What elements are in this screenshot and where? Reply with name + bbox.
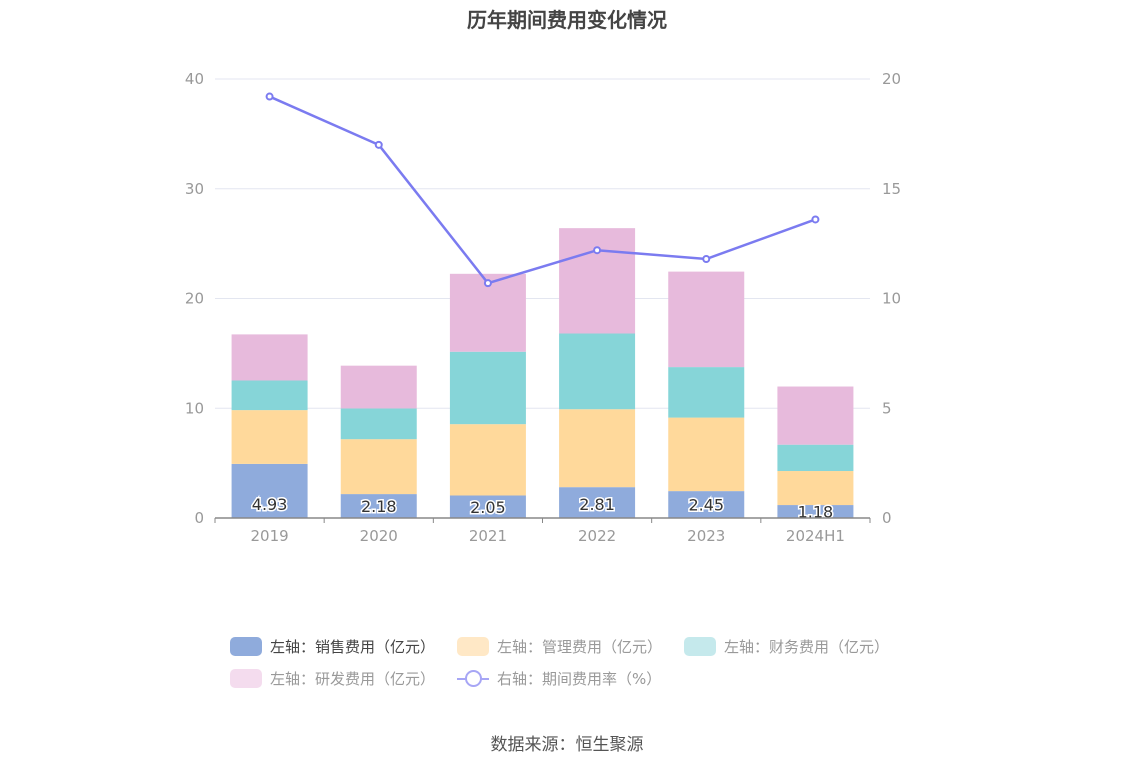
bar-segment	[449, 351, 526, 425]
right-axis-tick-label: 5	[882, 399, 892, 417]
bar-segment	[559, 333, 636, 410]
bar-segment	[777, 471, 854, 506]
bar-segment	[340, 439, 417, 495]
bar-segment	[777, 386, 854, 445]
rate-line	[265, 92, 820, 288]
right-axis-tick-label: 20	[882, 70, 901, 88]
bar-value-label: 4.93	[252, 495, 288, 514]
bar-stacks	[231, 228, 854, 518]
left-axis-tick-label: 40	[185, 70, 204, 88]
chart-title: 历年期间费用变化情况	[467, 8, 667, 32]
left-axis-tick-label: 30	[185, 180, 204, 198]
legend-label-rd: 左轴：研发费用（亿元）	[270, 669, 436, 688]
legend-swatch-finance	[684, 636, 717, 656]
bar-value-label: 2.05	[470, 498, 506, 517]
bar-segment	[231, 463, 308, 518]
x-axis-tick-label: 2020	[360, 527, 398, 545]
rate-polyline	[269, 95, 816, 285]
legend-item-rd[interactable]: 左轴：研发费用（亿元）	[230, 668, 435, 689]
legend-label-rate: 右轴：期间费用率（%）	[497, 669, 662, 688]
bar-segment	[559, 409, 636, 488]
bar-segment	[231, 410, 308, 464]
bar-segment	[340, 408, 417, 440]
bar-value-label: 2.81	[579, 495, 615, 514]
legend-label-admin: 左轴：管理费用（亿元）	[497, 637, 663, 656]
x-axis-tick-label: 2021	[469, 527, 507, 545]
data-source: 数据来源：恒生聚源	[490, 735, 644, 755]
legend-label-sales: 左轴：销售费用（亿元）	[270, 637, 436, 656]
legend-swatch-admin	[457, 636, 490, 656]
bar-segment	[559, 487, 636, 518]
left-axis-tick-label: 20	[185, 290, 204, 308]
bar-segment	[340, 494, 417, 518]
x-axis-tick-label: 2024H1	[786, 527, 845, 545]
x-axis-tick-label: 2023	[687, 527, 725, 545]
bar-segment	[449, 495, 526, 518]
bar-segment	[777, 444, 854, 472]
bar-segment	[668, 491, 745, 518]
bar-value-label: 2.18	[361, 497, 397, 516]
legend-swatch-sales	[230, 636, 262, 656]
legend-item-sales[interactable]: 左轴：销售费用（亿元）	[230, 636, 435, 657]
right-axis-tick-label: 10	[882, 290, 901, 308]
x-axis-tick-label: 2022	[578, 527, 616, 545]
bar-segment	[668, 271, 745, 368]
legend-swatch-rd	[230, 668, 262, 688]
legend-item-rate[interactable]: 右轴：期间费用率（%）	[457, 668, 661, 689]
bar-value-label: 2.45	[688, 496, 724, 515]
bar-segment	[559, 228, 636, 334]
right-axis-tick-label: 0	[882, 509, 892, 527]
legend-item-admin[interactable]: 左轴：管理费用（亿元）	[457, 636, 662, 657]
legend-line-icon	[457, 669, 490, 688]
rate-point	[702, 254, 711, 263]
axes: 0 10 20 30 40 0 5 10 15 20 2019 2020 2021 2022 2023 202…	[185, 70, 901, 545]
bar-segment	[777, 505, 854, 518]
rate-point	[374, 140, 383, 149]
left-axis-tick-label: 0	[194, 509, 204, 527]
bar-segment	[231, 380, 308, 411]
bar-value-labels: 4.93 2.18 2.05 2.81 2.45 1.18	[250, 494, 834, 524]
left-axis-tick-label: 10	[185, 399, 204, 417]
rate-point	[265, 92, 274, 101]
rate-point	[811, 215, 820, 224]
grid-lines	[215, 78, 870, 409]
legend: 左轴：销售费用（亿元） 左轴：管理费用（亿元） 左轴：财务费用（亿元） 左轴：研…	[230, 630, 930, 694]
right-axis-tick-label: 15	[882, 180, 901, 198]
legend-label-finance: 左轴：财务费用（亿元）	[724, 637, 890, 656]
bar-segment	[449, 424, 526, 496]
bar-segment	[668, 417, 745, 492]
rate-point	[483, 279, 492, 288]
x-axis-tick-label: 2019	[250, 527, 288, 545]
legend-item-finance[interactable]: 左轴：财务费用（亿元）	[684, 636, 889, 657]
bar-segment	[668, 367, 745, 418]
bar-segment	[340, 365, 417, 409]
bar-segment	[231, 334, 308, 381]
chart-plot: 4.93 2.18 2.05 2.81 2.45 1.18 010203040051015…	[185, 70, 901, 545]
rate-point	[593, 246, 602, 255]
